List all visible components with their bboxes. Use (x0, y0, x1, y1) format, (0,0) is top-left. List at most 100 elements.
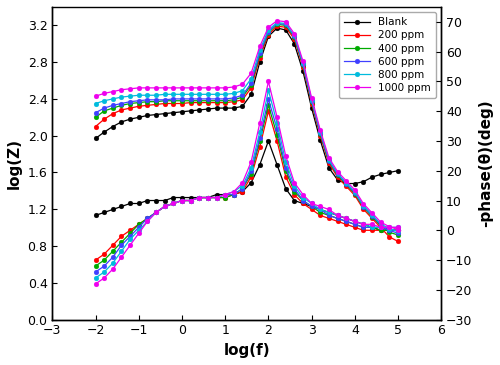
600 ppm (334, 172, 340, 177)
400 ppm (205, 99, 211, 103)
400 ppm (127, 101, 133, 106)
600 ppm (326, 158, 332, 163)
600 ppm (170, 97, 176, 101)
400 ppm (179, 99, 185, 103)
400 ppm (318, 132, 324, 136)
600 ppm (92, 111, 98, 115)
600 ppm (188, 97, 194, 101)
1000 ppm (248, 71, 254, 75)
400 ppm (257, 53, 263, 57)
600 ppm (360, 204, 366, 209)
600 ppm (386, 228, 392, 233)
Blank (257, 60, 263, 64)
800 ppm (127, 94, 133, 98)
200 ppm (308, 101, 314, 106)
600 ppm (231, 96, 237, 100)
Line: 200 ppm: 200 ppm (93, 24, 400, 244)
400 ppm (292, 35, 298, 39)
800 ppm (369, 212, 375, 217)
1000 ppm (386, 224, 392, 229)
400 ppm (144, 100, 150, 104)
600 ppm (292, 34, 298, 39)
Blank (118, 120, 124, 124)
1000 ppm (326, 155, 332, 160)
200 ppm (395, 239, 401, 244)
200 ppm (343, 184, 349, 188)
400 ppm (136, 100, 142, 105)
Blank (162, 111, 168, 116)
Legend: Blank, 200 ppm, 400 ppm, 600 ppm, 800 ppm, 1000 ppm: Blank, 200 ppm, 400 ppm, 600 ppm, 800 pp… (338, 12, 436, 98)
1000 ppm (360, 201, 366, 206)
1000 ppm (136, 86, 142, 90)
Blank (101, 130, 107, 134)
Blank (395, 169, 401, 173)
Blank (360, 180, 366, 184)
400 ppm (170, 99, 176, 103)
800 ppm (196, 92, 202, 96)
1000 ppm (144, 86, 150, 90)
800 ppm (214, 92, 220, 96)
200 ppm (240, 98, 246, 102)
200 ppm (205, 100, 211, 105)
600 ppm (136, 99, 142, 103)
800 ppm (153, 93, 159, 97)
200 ppm (144, 103, 150, 108)
1000 ppm (153, 86, 159, 90)
400 ppm (266, 31, 272, 35)
200 ppm (292, 37, 298, 41)
600 ppm (300, 62, 306, 66)
Line: Blank: Blank (93, 26, 400, 186)
1000 ppm (162, 86, 168, 90)
Blank (266, 34, 272, 39)
Blank (240, 104, 246, 108)
1000 ppm (118, 88, 124, 92)
X-axis label: log(f): log(f) (224, 343, 270, 358)
1000 ppm (274, 19, 280, 23)
Blank (127, 117, 133, 121)
200 ppm (248, 86, 254, 90)
800 ppm (179, 92, 185, 96)
600 ppm (179, 97, 185, 101)
1000 ppm (101, 91, 107, 96)
600 ppm (118, 101, 124, 106)
400 ppm (214, 99, 220, 103)
600 ppm (144, 98, 150, 102)
400 ppm (300, 63, 306, 67)
1000 ppm (196, 86, 202, 90)
600 ppm (127, 100, 133, 104)
1000 ppm (300, 59, 306, 64)
400 ppm (240, 95, 246, 99)
600 ppm (274, 21, 280, 26)
Blank (352, 181, 358, 186)
800 ppm (386, 226, 392, 231)
400 ppm (352, 192, 358, 196)
Line: 400 ppm: 400 ppm (93, 22, 400, 238)
Blank (318, 138, 324, 142)
200 ppm (352, 193, 358, 198)
Blank (170, 111, 176, 115)
600 ppm (101, 106, 107, 110)
800 ppm (118, 95, 124, 99)
1000 ppm (378, 220, 384, 224)
Blank (110, 124, 116, 129)
200 ppm (274, 24, 280, 28)
200 ppm (110, 111, 116, 116)
800 ppm (378, 222, 384, 226)
1000 ppm (170, 86, 176, 90)
800 ppm (231, 91, 237, 96)
800 ppm (162, 92, 168, 96)
600 ppm (266, 30, 272, 34)
1000 ppm (214, 86, 220, 90)
Blank (308, 106, 314, 110)
200 ppm (118, 108, 124, 112)
600 ppm (352, 191, 358, 195)
600 ppm (308, 99, 314, 103)
1000 ppm (369, 211, 375, 215)
600 ppm (110, 103, 116, 108)
400 ppm (101, 109, 107, 113)
400 ppm (188, 99, 194, 103)
Blank (369, 175, 375, 179)
800 ppm (92, 101, 98, 106)
400 ppm (274, 22, 280, 27)
1000 ppm (308, 96, 314, 100)
